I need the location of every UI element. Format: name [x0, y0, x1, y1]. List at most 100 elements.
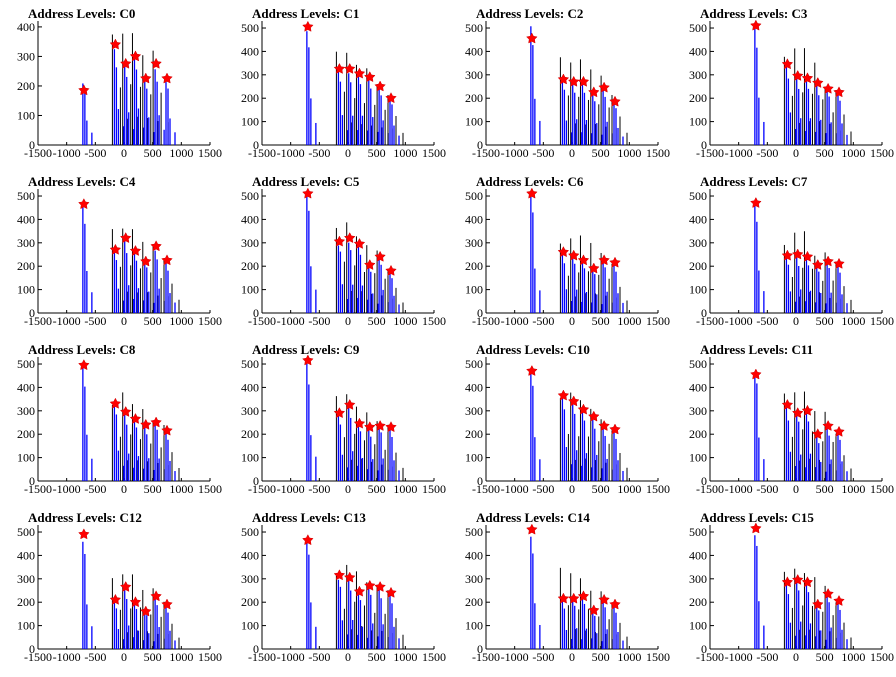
y-tick-label: 300: [689, 404, 707, 418]
y-tick-label: 300: [17, 572, 35, 586]
x-tick-label: 500: [816, 650, 834, 664]
x-tick-label: 500: [592, 482, 610, 496]
y-tick-label: 200: [465, 595, 483, 609]
x-tick-label: 1500: [646, 314, 670, 328]
x-tick-label: 1000: [169, 146, 193, 160]
x-tick-label: -500: [84, 146, 106, 160]
x-tick-label: 1500: [198, 314, 222, 328]
x-tick-label: -1000: [725, 482, 753, 496]
data-point-star: [343, 232, 356, 244]
y-tick-label: 0: [29, 642, 35, 656]
data-point-star: [302, 534, 314, 546]
x-tick-label: -1500: [24, 482, 52, 496]
y-tick-label: 500: [17, 189, 35, 203]
y-tick-label: 500: [465, 189, 483, 203]
y-tick-label: 100: [465, 283, 483, 297]
x-tick-label: 0: [793, 650, 799, 664]
x-tick-label: 1500: [422, 650, 446, 664]
data-point-star: [78, 359, 90, 371]
data-point-star: [557, 592, 570, 604]
y-tick-label: 300: [689, 236, 707, 250]
y-tick-label: 0: [253, 474, 259, 488]
x-tick-label: 1000: [169, 314, 193, 328]
chart-panel-4: Address Levels: C40100200300400500-1500-…: [17, 174, 222, 328]
chart-panel-0: Address Levels: C0 0 100 200 300 400 -1500 -100…: [17, 6, 222, 160]
y-tick-label: 500: [689, 21, 707, 35]
chart-title: Address Levels: C5: [252, 174, 360, 189]
x-tick-label: -500: [84, 650, 106, 664]
data-point-star: [343, 62, 356, 74]
x-tick-label: 1500: [422, 314, 446, 328]
data-point-star: [333, 62, 346, 74]
x-tick-label: 0: [569, 482, 575, 496]
x-tick-label: -500: [308, 314, 330, 328]
data-point-star: [812, 76, 824, 88]
y-tick-label: 400: [689, 44, 707, 58]
y-tick-label: 100: [465, 451, 483, 465]
x-tick-label: -1000: [725, 146, 753, 160]
data-point-star: [598, 254, 610, 266]
x-tick-label: 500: [592, 146, 610, 160]
x-tick-label: 1000: [393, 650, 417, 664]
x-tick-label: -500: [308, 146, 330, 160]
data-point-star: [526, 32, 538, 44]
y-tick-label: 0: [29, 138, 35, 152]
x-tick-label: -1000: [277, 482, 305, 496]
data-point-star: [364, 258, 376, 270]
data-point-star: [119, 232, 132, 244]
data-point-star: [302, 20, 314, 32]
x-tick-label: 0: [345, 146, 351, 160]
x-tick-label: -500: [84, 314, 106, 328]
y-tick-label: 500: [465, 21, 483, 35]
data-point-star: [150, 57, 162, 69]
data-point-star: [374, 250, 386, 262]
data-point-star: [353, 417, 366, 429]
data-point-star: [833, 594, 845, 606]
chart-panel-3: Address Levels: C30100200300400500-1500-…: [689, 6, 894, 160]
x-tick-label: -1000: [725, 650, 753, 664]
chart-panel-1: Address Levels: C10100200300400500-1500-…: [241, 6, 446, 160]
data-point-star: [161, 254, 173, 266]
x-tick-label: -1500: [472, 314, 500, 328]
data-point-star: [161, 424, 173, 436]
data-point-star: [588, 86, 600, 98]
data-point-star: [78, 528, 90, 540]
x-tick-label: 1000: [841, 314, 865, 328]
chart-title: Address Levels: C0: [28, 6, 135, 21]
y-tick-label: 500: [17, 525, 35, 539]
x-tick-label: -1000: [53, 146, 81, 160]
data-point-star: [343, 571, 356, 583]
x-tick-label: -1500: [472, 482, 500, 496]
data-point-star: [119, 405, 132, 417]
data-point-star: [822, 587, 834, 599]
chart-panel-8: Address Levels: C80100200300400500-1500-…: [17, 342, 222, 496]
x-tick-label: 0: [121, 146, 127, 160]
data-point-star: [374, 419, 386, 431]
y-tick-label: 100: [17, 451, 35, 465]
y-tick-label: 500: [241, 525, 259, 539]
data-point-star: [588, 410, 600, 422]
y-tick-label: 300: [17, 236, 35, 250]
x-tick-label: 0: [345, 482, 351, 496]
data-point-star: [150, 590, 162, 602]
y-tick-label: 400: [241, 212, 259, 226]
x-tick-label: -1000: [501, 482, 529, 496]
y-tick-label: 500: [689, 357, 707, 371]
x-tick-label: 500: [144, 650, 162, 664]
data-point-star: [801, 404, 814, 416]
data-point-star: [374, 80, 386, 92]
x-tick-label: -1000: [53, 482, 81, 496]
x-tick-label: -1000: [277, 314, 305, 328]
data-point-star: [577, 75, 590, 87]
chart-title: Address Levels: C6: [476, 174, 584, 189]
y-tick-label: 0: [29, 474, 35, 488]
data-point-star: [150, 416, 162, 428]
data-point-star: [109, 397, 122, 409]
chart-title: Address Levels: C1: [252, 6, 359, 21]
x-tick-label: -1500: [24, 146, 52, 160]
x-tick-label: 1000: [169, 482, 193, 496]
y-tick-label: 400: [17, 212, 35, 226]
data-point-star: [150, 240, 162, 252]
chart-panel-12: Address Levels: C12 0 100 200 300 400 500 -1500…: [17, 510, 222, 664]
